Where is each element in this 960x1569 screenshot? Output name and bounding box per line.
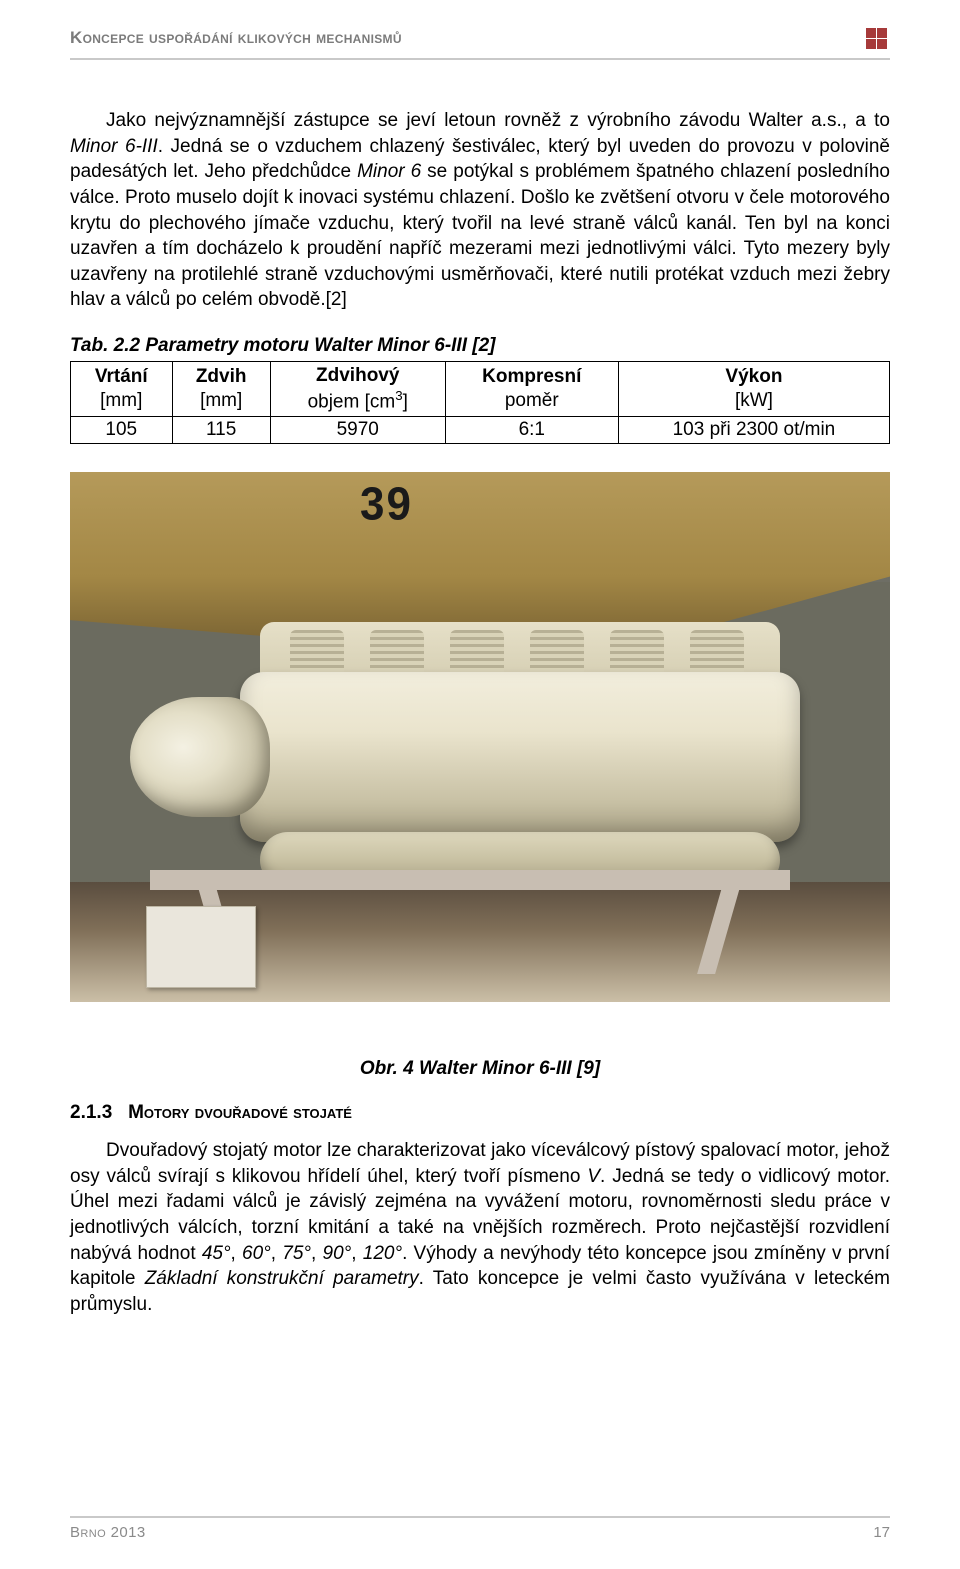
table-header: Výkon[kW] xyxy=(618,362,889,417)
p2-k: , xyxy=(351,1243,363,1264)
paragraph-1: Jako nejvýznamnější zástupce se jeví let… xyxy=(70,108,890,313)
p1-a: Jako nejvýznamnější zástupce se jeví let… xyxy=(106,110,890,131)
table-cell: 115 xyxy=(172,416,270,443)
p2-g: , xyxy=(271,1243,283,1264)
section-number: 2.1.3 xyxy=(70,1102,112,1123)
table-header: Zdvihovýobjem [cm3] xyxy=(270,362,445,417)
paragraph-2: Dvouřadový stojatý motor lze charakteriz… xyxy=(70,1138,890,1317)
p1-e: se potýkal s problémem špatného chlazení… xyxy=(70,161,890,310)
table-header: Kompresnípoměr xyxy=(445,362,618,417)
section-heading: 2.1.3 Motory dvouřadové stojaté xyxy=(70,1102,890,1124)
table-cell: 5970 xyxy=(270,416,445,443)
parameters-table: Vrtání[mm] Zdvih[mm] Zdvihovýobjem [cm3]… xyxy=(70,361,890,444)
footer-page-number: 17 xyxy=(873,1524,890,1541)
figure-engine-photo: 39 xyxy=(70,472,890,1002)
p2-h: 75° xyxy=(282,1243,311,1264)
header-logo-icon xyxy=(866,28,890,52)
p2-e: , xyxy=(231,1243,243,1264)
p2-l: 120° xyxy=(363,1243,402,1264)
p2-n: Základní konstrukční parametry xyxy=(145,1268,419,1289)
table-header: Vrtání[mm] xyxy=(71,362,173,417)
page-footer: Brno 2013 17 xyxy=(70,1516,890,1541)
figure-tail-number: 39 xyxy=(360,479,413,532)
table-cell: 103 při 2300 ot/min xyxy=(618,416,889,443)
table-header-row: Vrtání[mm] Zdvih[mm] Zdvihovýobjem [cm3]… xyxy=(71,362,890,417)
figure-caption: Obr. 4 Walter Minor 6-III [9] xyxy=(70,1058,890,1080)
footer-left: Brno 2013 xyxy=(70,1524,146,1541)
table-header: Zdvih[mm] xyxy=(172,362,270,417)
p2-j: 90° xyxy=(323,1243,352,1264)
p2-f: 60° xyxy=(242,1243,271,1264)
p2-d: 45° xyxy=(202,1243,231,1264)
p1-b: Minor 6-III xyxy=(70,136,158,157)
p1-d: Minor 6 xyxy=(357,161,421,182)
p2-b: V xyxy=(587,1166,600,1187)
table-row: 105 115 5970 6:1 103 při 2300 ot/min xyxy=(71,416,890,443)
table-cell: 105 xyxy=(71,416,173,443)
page-header: Koncepce uspořádání klikových mechanismů xyxy=(70,28,890,60)
p2-i: , xyxy=(311,1243,323,1264)
table-caption: Tab. 2.2 Parametry motoru Walter Minor 6… xyxy=(70,335,890,357)
table-cell: 6:1 xyxy=(445,416,618,443)
section-title: Motory dvouřadové stojaté xyxy=(128,1102,352,1123)
page-header-title: Koncepce uspořádání klikových mechanismů xyxy=(70,28,402,48)
